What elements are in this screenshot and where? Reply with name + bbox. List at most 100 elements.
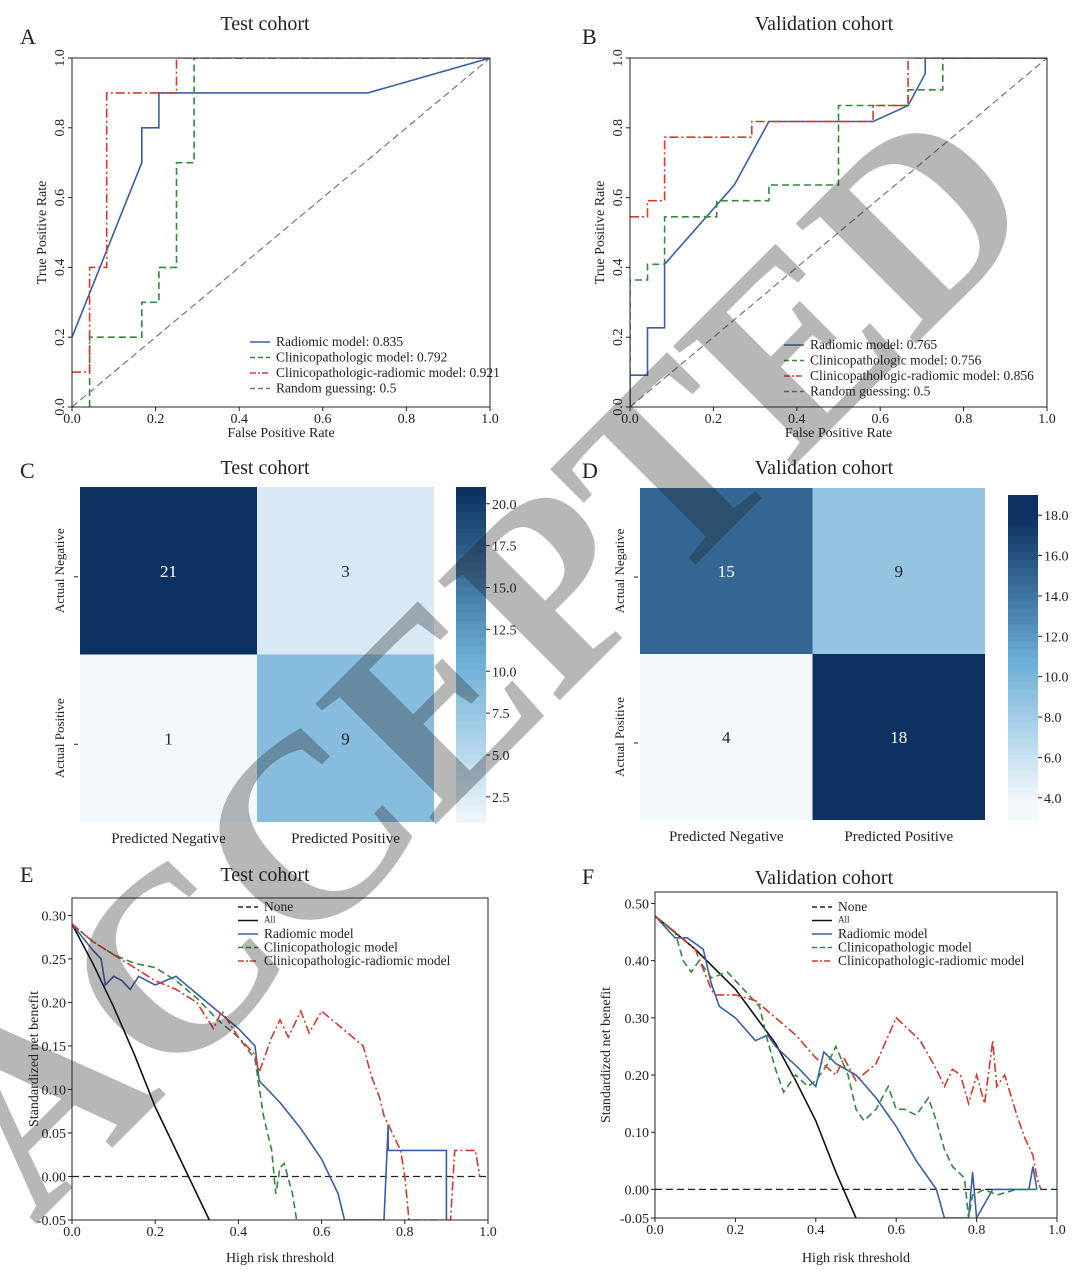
x-tick-label: 0.6 [313,1225,331,1240]
y-tick-label: -0.05 [37,1214,66,1229]
heatmap-value: 9 [341,729,350,748]
legend-entry: Random guessing: 0.5 [276,381,397,396]
colorbar-segment [1008,503,1038,512]
x-tick-label: 1.0 [481,412,499,427]
y-axis-label: Standardized net benefit [599,987,614,1123]
colorbar-segment [456,646,486,656]
legend-entry: None [264,899,293,914]
colorbar-segment [1008,641,1038,650]
colorbar-segment [456,713,486,723]
colorbar-segment [1008,779,1038,789]
y-tick-label: 0.4 [53,259,68,277]
colorbar-tick-label: 6.0 [1044,751,1062,766]
colorbar-segment [456,738,486,748]
series-line-combined [655,915,1042,1190]
y-tick-label: 0.05 [42,1127,67,1142]
x-tick-label: 0.6 [887,1223,905,1238]
plot-frame [71,57,491,408]
x-tick-label: 0.2 [727,1223,745,1238]
colorbar-segment [1008,698,1038,707]
x-tick-label: 0.4 [807,1223,825,1238]
heatmap-value: 18 [890,728,907,747]
legend-entry: All [264,915,276,925]
colorbar-segment [1008,787,1038,797]
y-tick-label: 0.2 [611,328,626,346]
panel-letter: A [20,24,36,49]
colorbar-segment [1008,625,1038,634]
y-tick-label: 0.50 [625,897,650,912]
colorbar-segment [456,545,486,555]
colorbar-segment [1008,746,1038,756]
colorbar-segment [456,587,486,597]
x-tick-label: 0.0 [63,1225,81,1240]
panel-letter: E [20,862,33,887]
legend-entry: Clinicopathologic-radiomic model [264,953,451,968]
y-tick-label: -0.05 [620,1212,649,1227]
x-tick-label: 0.4 [230,412,248,427]
chart-F: 0.0 0.2 0.4 0.6 0.8 1.0 -0.05 0.00 0.10 0.20 0.30 0… [599,891,1066,1266]
colorbar-segment [1008,803,1038,813]
colorbar-segment [1008,616,1038,626]
x-tick-label: 0.2 [147,412,165,427]
colorbar-tick-label: 5.0 [492,749,510,764]
heatmap-cell [80,654,257,822]
legend-entry: All [838,915,850,925]
colorbar-segment [456,604,486,614]
colorbar-segment [1008,560,1038,569]
y-tick-label: 0.10 [42,1083,67,1098]
legend-entry: None [838,899,867,914]
colorbar-segment [1008,771,1038,780]
colorbar-segment [456,554,486,563]
colorbar-segment [1008,755,1038,764]
colorbar-segment [1008,519,1038,529]
colorbar-segment [1008,714,1038,724]
y-tick-label: 0.30 [625,1012,650,1027]
series-line-random [630,58,1047,407]
heatmap-y-label: Actual Negative [612,528,627,613]
colorbar-segment [456,503,486,513]
colorbar-segment [456,487,486,496]
colorbar-segment [456,579,486,589]
x-tick-label: 0.2 [146,1225,164,1240]
plot-frame [71,897,489,1221]
y-tick-label: 0.10 [625,1126,650,1141]
colorbar-segment [1008,608,1038,618]
legend-entry: Clinicopathologic-radiomic model [838,953,1025,968]
colorbar-tick-label: 10.0 [1044,671,1069,686]
legend-entry: Clinicopathologic-radiomic model: 0.921 [276,365,500,380]
heatmap-value: 15 [718,562,735,581]
colorbar-segment [1008,576,1038,585]
colorbar-segment [456,729,486,739]
x-tick-label: 0.8 [396,1225,414,1240]
series-line-combined [630,58,1047,218]
colorbar-tick-label: 20.0 [492,498,517,513]
y-tick-label: 1.0 [53,49,68,67]
heatmap-cell [80,487,257,655]
y-tick-label: 0.8 [53,119,68,137]
legend-entry: Clinicopathologic model [264,940,398,955]
colorbar-segment [1008,763,1038,772]
colorbar-segment [456,512,486,522]
colorbar-segment [456,629,486,639]
colorbar-segment [456,537,486,547]
colorbar-segment [456,662,486,672]
colorbar-tick-label: 8.0 [1044,711,1062,726]
colorbar-tick-label: 15.0 [492,582,517,597]
series-line-clinico [655,915,1041,1218]
series-line-combined [72,58,490,373]
heatmap-y-label: Actual Negative [52,528,67,613]
series-line-radiomic [72,923,448,1220]
colorbar-segment [1008,673,1038,683]
colorbar-tick-label: 10.0 [492,665,517,680]
y-tick-label: 0.30 [42,909,67,924]
colorbar-segment [1008,706,1038,715]
panel-letter: F [582,864,594,889]
colorbar-segment [456,570,486,580]
colorbar-tick-label: 18.0 [1044,509,1069,524]
heatmap-cell [640,654,813,820]
colorbar-segment [456,612,486,622]
colorbar-tick-label: 2.5 [492,791,510,806]
x-axis-label: High risk threshold [802,1251,910,1266]
colorbar-segment [1008,551,1038,561]
